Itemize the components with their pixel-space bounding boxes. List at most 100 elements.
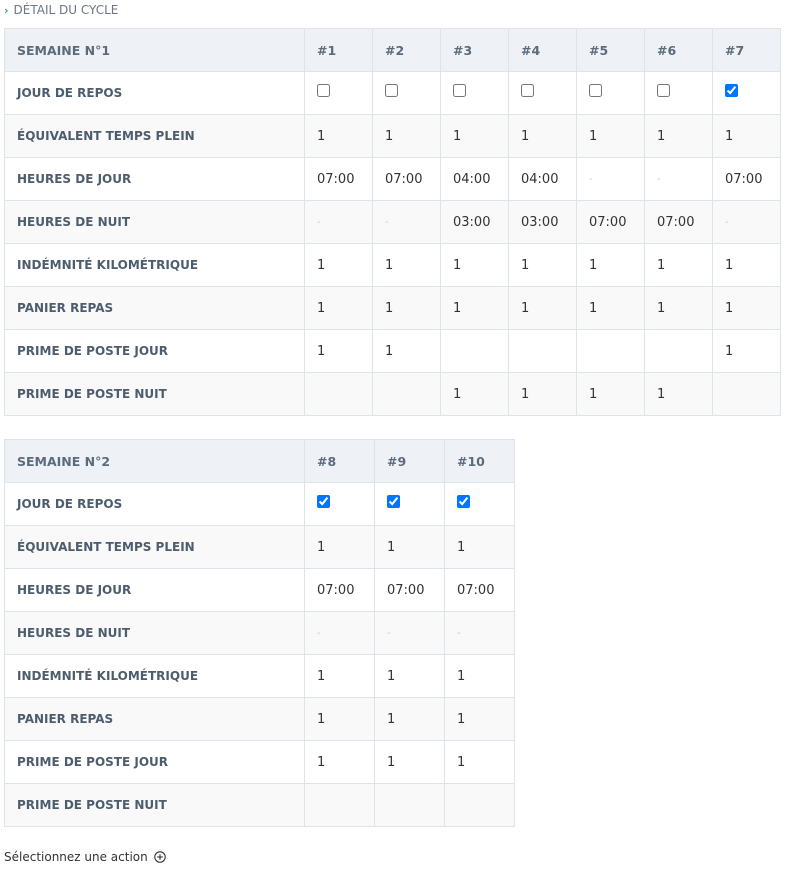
value-cell: 1	[444, 740, 515, 784]
value-cell: 1	[644, 372, 713, 416]
value-cell: 1	[372, 329, 441, 373]
day-header: #6	[644, 28, 713, 72]
header-row: SEMAINE N°1 #1 #2 #3 #4 #5 #6 #7	[4, 28, 781, 72]
value-cell: 1	[712, 114, 781, 158]
value-cell: 1	[644, 114, 713, 158]
value-cell: -	[372, 200, 441, 244]
value-cell: -	[576, 157, 645, 201]
value-cell: 07:00	[374, 568, 445, 612]
value-cell: 1	[374, 697, 445, 741]
value-cell: 1	[576, 243, 645, 287]
day-header: #10	[444, 439, 515, 483]
rest-day-checkbox[interactable]	[657, 83, 670, 97]
rest-day-checkbox[interactable]	[385, 83, 398, 97]
rest-day-checkbox[interactable]	[387, 494, 400, 508]
value-cell: 1	[372, 114, 441, 158]
row-label: HEURES DE NUIT	[4, 200, 305, 244]
day-header: #8	[304, 439, 375, 483]
rest-day-checkbox[interactable]	[521, 83, 534, 97]
header-row: SEMAINE N°2 #8 #9 #10	[4, 439, 515, 483]
action-menu[interactable]: Sélectionnez une action	[4, 850, 166, 864]
day-header: #9	[374, 439, 445, 483]
rest-day-checkbox[interactable]	[589, 83, 602, 97]
value-cell: 1	[712, 329, 781, 373]
value-cell: -	[644, 157, 713, 201]
data-row: JOUR DE REPOS	[4, 482, 515, 526]
value-cell: 1	[508, 286, 577, 330]
value-cell: 1	[304, 243, 373, 287]
value-cell	[304, 783, 375, 827]
value-cell: -	[304, 611, 375, 655]
row-label: PANIER REPAS	[4, 697, 305, 741]
row-label: JOUR DE REPOS	[4, 482, 305, 526]
day-header: #7	[712, 28, 781, 72]
data-row: HEURES DE JOUR 07:00 07:00 07:00	[4, 568, 515, 612]
value-cell: 1	[374, 740, 445, 784]
week-table: SEMAINE N°1 #1 #2 #3 #4 #5 #6 #7 JOUR DE REPOS ÉQ…	[4, 28, 781, 416]
value-cell: 1	[644, 286, 713, 330]
value-cell	[440, 329, 509, 373]
rest-day-checkbox[interactable]	[725, 83, 738, 97]
value-cell: -	[712, 200, 781, 244]
value-cell: 1	[712, 286, 781, 330]
value-cell	[508, 329, 577, 373]
value-cell: 07:00	[372, 157, 441, 201]
data-row: PRIME DE POSTE JOUR 1 1 1	[4, 740, 515, 784]
section-title: DÉTAIL DU CYCLE	[13, 3, 119, 17]
row-label: PRIME DE POSTE NUIT	[4, 372, 305, 416]
row-label: PRIME DE POSTE JOUR	[4, 329, 305, 373]
rest-day-checkbox[interactable]	[457, 494, 470, 508]
value-cell: 1	[576, 286, 645, 330]
value-cell: 1	[712, 243, 781, 287]
value-cell: 1	[440, 243, 509, 287]
data-row: JOUR DE REPOS	[4, 71, 781, 115]
rest-day-checkbox[interactable]	[317, 83, 330, 97]
row-label: JOUR DE REPOS	[4, 71, 305, 115]
value-cell: 1	[508, 243, 577, 287]
value-cell	[576, 329, 645, 373]
add-icon[interactable]	[154, 851, 166, 863]
row-label: PANIER REPAS	[4, 286, 305, 330]
value-cell: 1	[304, 654, 375, 698]
day-header: #1	[304, 28, 373, 72]
checkbox-cell	[508, 71, 577, 115]
checkbox-cell	[440, 71, 509, 115]
row-label: ÉQUIVALENT TEMPS PLEIN	[4, 114, 305, 158]
value-cell: -	[444, 611, 515, 655]
rest-day-checkbox[interactable]	[453, 83, 466, 97]
value-cell: 07:00	[712, 157, 781, 201]
value-cell: 03:00	[440, 200, 509, 244]
value-cell: 1	[644, 243, 713, 287]
row-label: HEURES DE NUIT	[4, 611, 305, 655]
checkbox-cell	[372, 71, 441, 115]
checkbox-cell	[712, 71, 781, 115]
rest-day-checkbox[interactable]	[317, 494, 330, 508]
week-title: SEMAINE N°2	[4, 439, 305, 483]
checkbox-cell	[304, 71, 373, 115]
value-cell: 1	[374, 525, 445, 569]
checkbox-cell	[444, 482, 515, 526]
value-cell	[372, 372, 441, 416]
value-cell	[374, 783, 445, 827]
data-row: HEURES DE NUIT - - -	[4, 611, 515, 655]
value-cell	[304, 372, 373, 416]
data-row: INDÉMNITÉ KILOMÉTRIQUE 1 1 1	[4, 654, 515, 698]
value-cell: 1	[440, 286, 509, 330]
action-label[interactable]: Sélectionnez une action	[4, 850, 148, 864]
row-label: HEURES DE JOUR	[4, 568, 305, 612]
value-cell: 1	[374, 654, 445, 698]
value-cell: 1	[440, 372, 509, 416]
value-cell: 07:00	[304, 568, 375, 612]
value-cell: 1	[304, 286, 373, 330]
value-cell: 03:00	[508, 200, 577, 244]
data-row: PRIME DE POSTE NUIT 1 1 1 1	[4, 372, 781, 416]
value-cell: 1	[304, 697, 375, 741]
checkbox-cell	[644, 71, 713, 115]
value-cell: 04:00	[440, 157, 509, 201]
day-header: #2	[372, 28, 441, 72]
row-label: ÉQUIVALENT TEMPS PLEIN	[4, 525, 305, 569]
data-row: ÉQUIVALENT TEMPS PLEIN 1 1 1	[4, 525, 515, 569]
value-cell: 1	[304, 740, 375, 784]
